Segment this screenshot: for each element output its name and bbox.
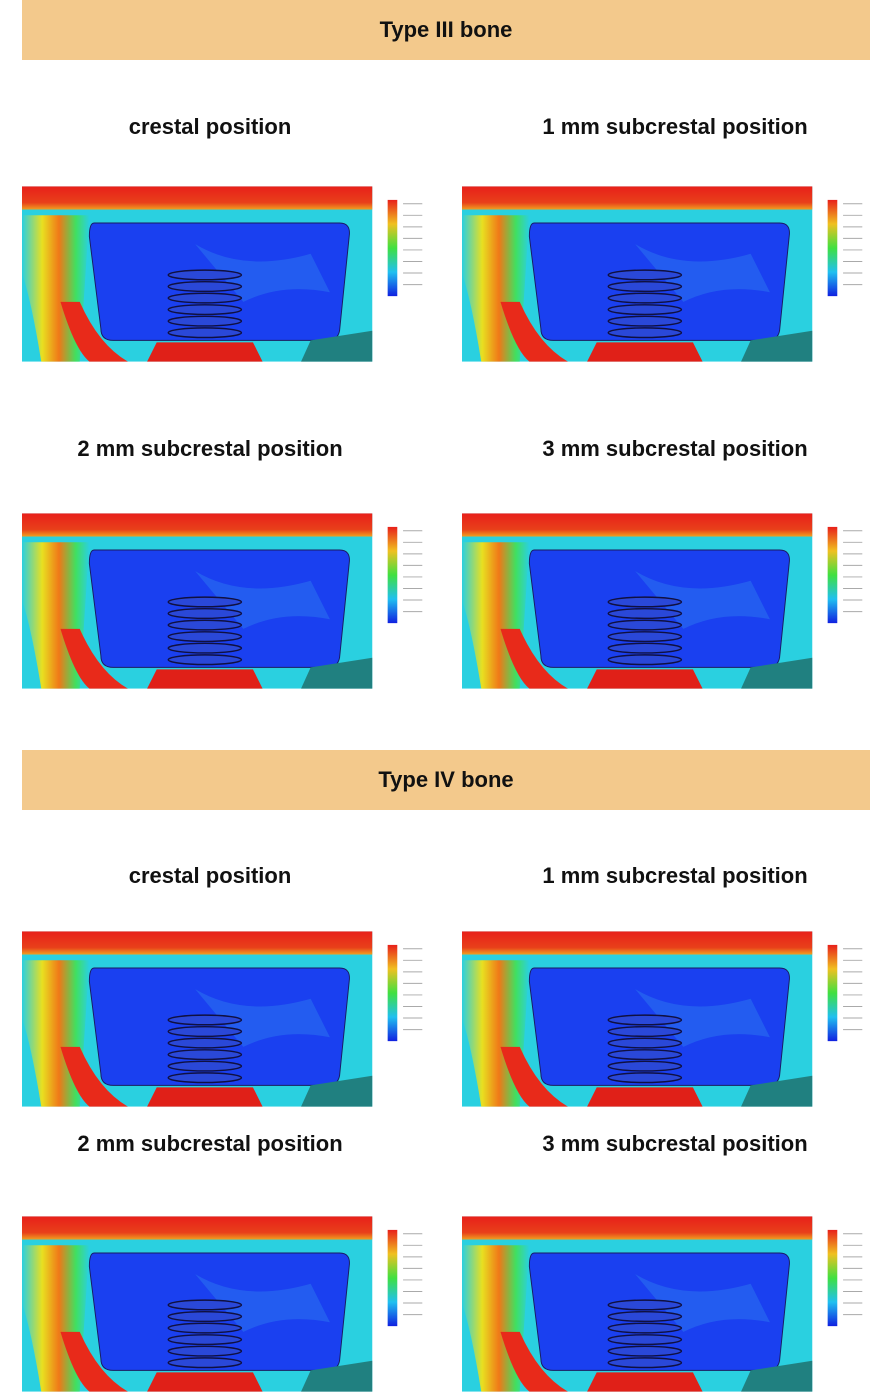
fea-render bbox=[462, 510, 870, 692]
stress-image bbox=[462, 183, 870, 370]
stress-image bbox=[22, 510, 430, 697]
panel-label: 1 mm subcrestal position bbox=[465, 863, 876, 889]
panel-label: 3 mm subcrestal position bbox=[465, 436, 876, 462]
fea-render bbox=[462, 928, 870, 1110]
stress-image bbox=[462, 928, 870, 1115]
panel-label: 3 mm subcrestal position bbox=[465, 1131, 876, 1157]
fea-render bbox=[462, 183, 870, 365]
fea-render bbox=[22, 928, 430, 1110]
section-header: Type IV bone bbox=[22, 750, 870, 810]
panel-label: 2 mm subcrestal position bbox=[0, 1131, 420, 1157]
fea-render bbox=[22, 510, 430, 692]
panel-label: 2 mm subcrestal position bbox=[0, 436, 420, 462]
stress-image bbox=[22, 183, 430, 370]
fea-render bbox=[22, 1213, 430, 1395]
fea-render bbox=[462, 1213, 870, 1395]
page: Type III bone crestal position 1 mm subcre… bbox=[0, 0, 876, 1398]
stress-image bbox=[22, 1213, 430, 1400]
section-header: Type III bone bbox=[22, 0, 870, 60]
stress-image bbox=[462, 1213, 870, 1400]
panel-label: crestal position bbox=[0, 863, 420, 889]
stress-image bbox=[462, 510, 870, 697]
panel-label: 1 mm subcrestal position bbox=[465, 114, 876, 140]
stress-image bbox=[22, 928, 430, 1115]
panel-label: crestal position bbox=[0, 114, 420, 140]
fea-render bbox=[22, 183, 430, 365]
